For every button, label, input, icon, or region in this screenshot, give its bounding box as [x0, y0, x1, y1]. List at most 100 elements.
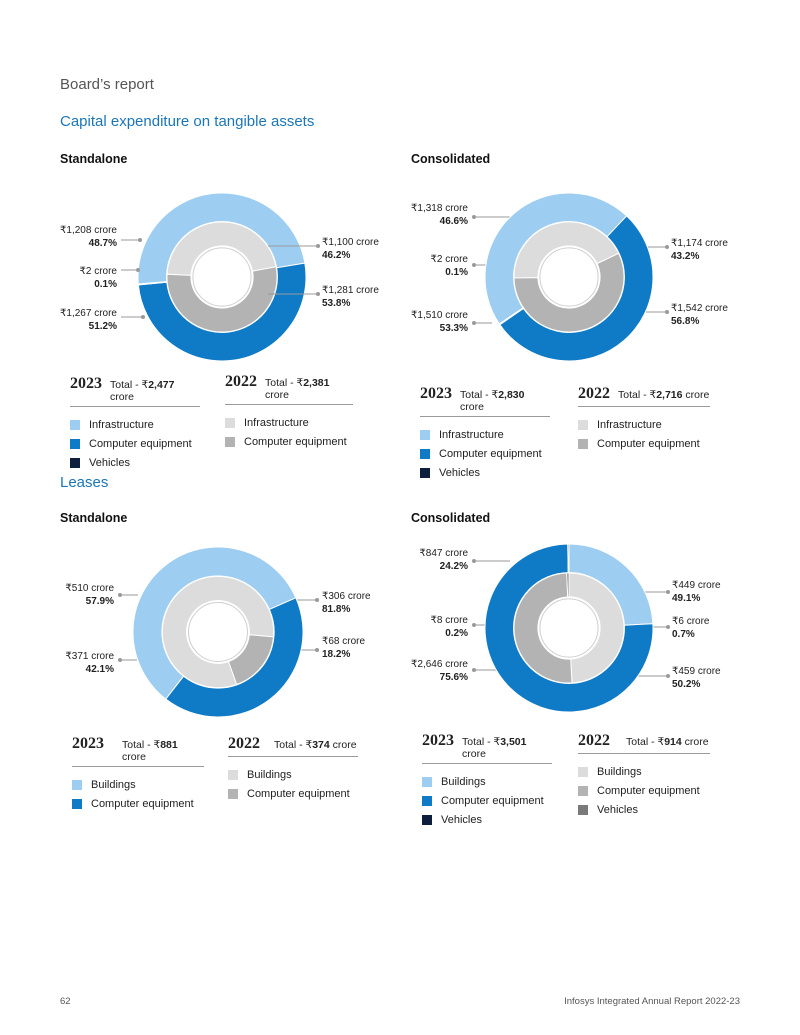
swatch — [70, 438, 80, 449]
swatch — [420, 448, 430, 459]
annotation-value: ₹449 crore — [672, 580, 721, 591]
leases-consolidated-donut — [484, 543, 654, 713]
annotation-percent: 46.6% — [439, 216, 468, 227]
annotation-percent: 56.8% — [671, 316, 700, 327]
leases-standalone-label: Standalone — [60, 511, 128, 525]
donut-slice-2022-computer-equipment — [513, 572, 573, 684]
leader-dot — [665, 310, 669, 314]
legend-leases-consolidated-2023: 2023 Total - ₹3,501 crore Buildings Compu… — [422, 732, 552, 829]
legend-label: Infrastructure — [89, 418, 154, 431]
annotation-value: ₹1,510 crore — [411, 310, 468, 321]
legend-item: Computer equipment — [225, 432, 353, 451]
legend-leases-standalone-2023: 2023 Total - ₹881 crore Buildings Compute… — [72, 735, 204, 813]
legend-label: Computer equipment — [439, 447, 542, 460]
legend-leases-consolidated-2022: 2022 Total - ₹914 crore Buildings Compute… — [578, 732, 710, 819]
annotation-value: ₹847 crore — [419, 548, 468, 559]
annotation: ₹1,208 crore 48.7% — [50, 224, 117, 250]
leader-dot — [665, 245, 669, 249]
annotation-percent: 48.7% — [88, 238, 117, 249]
donut-slice-2022-buildings — [568, 572, 625, 684]
annotation-value: ₹1,542 crore — [671, 303, 728, 314]
annotation-value: ₹68 crore — [322, 636, 366, 647]
legend-capex-consolidated-2023: 2023 Total - ₹2,830 crore Infrastructure … — [420, 385, 550, 482]
annotation-percent: 0.7% — [672, 629, 695, 640]
legend-label: Infrastructure — [439, 428, 504, 441]
annotation: ₹449 crore 49.1% — [672, 579, 721, 605]
legend-total-prefix: Total - ₹ — [462, 736, 501, 748]
donut-center — [188, 602, 248, 662]
annotation: ₹1,510 crore 53.3% — [400, 309, 468, 335]
swatch — [225, 417, 235, 428]
swatch — [422, 776, 432, 787]
legend-item: Buildings — [228, 765, 358, 784]
capex-consolidated-donut — [484, 192, 654, 362]
legend-item: Infrastructure — [578, 415, 710, 434]
annotation-value: ₹2,646 crore — [411, 659, 468, 670]
legend-label: Vehicles — [597, 803, 638, 816]
capex-title: Capital expenditure on tangible assets — [60, 113, 315, 130]
legend-total-prefix: Total - ₹ — [110, 379, 149, 391]
leader-dot — [472, 215, 476, 219]
legend-year: 2023 — [70, 375, 102, 392]
legend-item: Computer equipment — [72, 794, 204, 813]
donut-center — [539, 247, 599, 307]
leases-title: Leases — [60, 474, 109, 491]
swatch — [578, 438, 588, 449]
swatch — [228, 769, 238, 780]
leader-dot — [472, 623, 476, 627]
annotation-percent: 57.9% — [85, 596, 114, 607]
leader-dot — [666, 625, 670, 629]
swatch — [225, 436, 235, 447]
annotation: ₹1,174 crore 43.2% — [671, 237, 728, 263]
swatch — [422, 814, 432, 825]
legend-item: Infrastructure — [420, 425, 550, 444]
leader-dot — [472, 668, 476, 672]
legend-total-value: 2,477 — [148, 379, 175, 391]
annotation: ₹68 crore 18.2% — [322, 635, 365, 661]
legend-item: Vehicles — [578, 800, 710, 819]
swatch — [72, 798, 82, 809]
capex-consolidated-label: Consolidated — [411, 152, 491, 166]
legend-label: Buildings — [91, 778, 136, 791]
swatch — [70, 419, 80, 430]
legend-year: 2022 — [578, 732, 610, 749]
annotation-percent: 0.1% — [445, 267, 468, 278]
leader-dot — [666, 590, 670, 594]
capex-standalone-label: Standalone — [60, 152, 128, 166]
annotation: ₹8 crore 0.2% — [400, 614, 469, 640]
annotation: ₹2,646 crore 75.6% — [400, 658, 468, 684]
leader-dot — [118, 593, 122, 597]
legend-year: 2022 — [228, 735, 260, 752]
donut-slice-2022-computer-equipment — [513, 252, 625, 333]
annotation-percent: 46.2% — [322, 250, 351, 261]
donut-slice-2022-computer-equipment — [166, 266, 278, 333]
legend-label: Computer equipment — [89, 437, 192, 450]
leases-standalone-donut — [132, 546, 304, 718]
swatch — [578, 785, 588, 796]
legend-item: Computer equipment — [578, 781, 710, 800]
annotation-value: ₹1,174 crore — [671, 238, 728, 249]
annotation: ₹371 crore 42.1% — [46, 650, 114, 676]
swatch — [422, 795, 432, 806]
swatch — [578, 766, 588, 777]
legend-item: Computer equipment — [422, 791, 552, 810]
legend-label: Infrastructure — [244, 416, 309, 429]
legend-total-value: 2,381 — [303, 377, 330, 389]
legend-total-suffix: crore — [265, 389, 289, 401]
legend-label: Computer equipment — [247, 787, 350, 800]
legend-total-value: 2,716 — [656, 389, 683, 401]
annotation: ₹306 crore 81.8% — [322, 590, 371, 616]
leader-dot — [136, 268, 140, 272]
legend-label: Computer equipment — [91, 797, 194, 810]
legend-total-prefix: Total - ₹ — [460, 389, 499, 401]
legend-total-prefix: Total - ₹ — [265, 377, 304, 389]
annotation-percent: 53.3% — [439, 323, 468, 334]
legend-total-suffix: crore — [681, 736, 709, 748]
legend-item: Buildings — [578, 762, 710, 781]
annotation: ₹847 crore 24.2% — [400, 547, 468, 573]
annotation-percent: 0.2% — [445, 628, 468, 639]
legend-label: Infrastructure — [597, 418, 662, 431]
annotation-percent: 50.2% — [672, 679, 701, 690]
legend-total-value: 374 — [312, 739, 330, 751]
legend-total-value: 914 — [664, 736, 682, 748]
